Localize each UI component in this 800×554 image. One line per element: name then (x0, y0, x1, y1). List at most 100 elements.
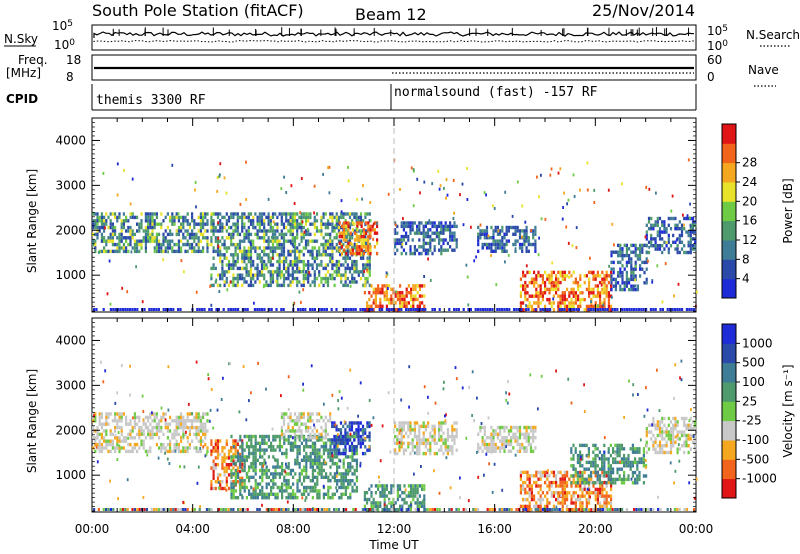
rti-cell (210, 222, 213, 226)
rti-cell (381, 494, 384, 498)
rti-cell (344, 438, 347, 442)
rti-cell (423, 497, 426, 502)
rti-cell (339, 421, 343, 425)
rti-cell (195, 242, 198, 247)
rti-cell (539, 474, 542, 478)
rti-cell (346, 239, 349, 243)
rti-cell (197, 215, 200, 220)
rti-cell (548, 277, 551, 281)
rti-cell (342, 479, 345, 483)
rti-cell (361, 431, 365, 435)
rti-cell (611, 308, 614, 311)
rti-cell (351, 479, 354, 483)
rti-cell (529, 449, 533, 453)
rti-cell (446, 438, 449, 442)
rti-cell (303, 455, 306, 459)
rti-cell (263, 458, 266, 462)
rti-cell (155, 236, 158, 240)
rti-cell (254, 212, 257, 216)
rti-cell (678, 308, 681, 311)
rti-cell (347, 165, 349, 169)
rti-cell (280, 259, 283, 264)
rti-cell (267, 256, 270, 260)
rti-cell (557, 494, 560, 498)
rti-cell (234, 472, 237, 476)
rti-cell (120, 225, 123, 230)
rti-cell (311, 448, 314, 452)
rti-cell (256, 219, 259, 223)
rti-cell (563, 484, 566, 488)
rti-cell (303, 485, 306, 490)
rti-cell (333, 492, 336, 496)
rti-cell (278, 273, 281, 277)
rti-cell (365, 245, 368, 249)
rti-cell (313, 239, 316, 243)
rti-cell (291, 225, 294, 230)
rti-cell (230, 475, 233, 479)
rti-cell (278, 256, 281, 260)
rti-cell (236, 253, 239, 257)
rti-cell (412, 491, 415, 495)
rti-cell (680, 247, 684, 251)
rti-cell (311, 280, 314, 284)
rti-cell (557, 308, 560, 312)
rti-cell (129, 419, 132, 423)
rti-cell (368, 270, 371, 274)
rti-cell (581, 297, 584, 302)
rti-cell (270, 479, 273, 483)
rti-cell (109, 236, 112, 240)
rti-cell (343, 238, 346, 242)
rti-cell (451, 238, 454, 242)
rti-cell (285, 270, 288, 274)
rti-cell (625, 277, 628, 282)
rti-cell (525, 246, 528, 250)
rti-cell (249, 273, 253, 277)
rti-cell (169, 442, 172, 447)
rti-cell (177, 229, 180, 233)
rti-cell (280, 308, 283, 311)
rti-cell (300, 236, 303, 240)
rti-cell (438, 431, 441, 435)
rti-cell (162, 219, 165, 223)
rti-cell (313, 425, 316, 430)
rti-cell (402, 234, 405, 239)
rti-cell (221, 242, 224, 247)
rti-cell (559, 294, 562, 298)
rti-cell (276, 472, 279, 476)
rti-cell (557, 484, 560, 488)
rti-cell (411, 238, 414, 242)
rti-cell (225, 280, 228, 284)
rti-cell (186, 425, 189, 430)
rti-cell (400, 421, 403, 425)
rti-cell (282, 280, 286, 284)
rti-cell (188, 432, 191, 437)
rti-cell (570, 297, 573, 302)
rti-cell (446, 241, 449, 246)
rti-cell (451, 448, 454, 452)
rti-cell (318, 249, 321, 254)
rti-cell (296, 232, 299, 237)
rti-cell (230, 225, 233, 230)
rti-cell (621, 287, 624, 292)
rti-cell (333, 438, 336, 442)
rti-cell (579, 494, 582, 498)
rti-cell (225, 466, 228, 470)
rti-cell (577, 308, 580, 311)
rti-cell (256, 270, 259, 274)
rti-cell (250, 462, 253, 466)
rti-cell (241, 276, 244, 281)
rti-cell (678, 220, 681, 224)
rti-cell (364, 445, 367, 449)
rti-cell (418, 228, 421, 232)
rti-cell (348, 445, 351, 449)
rti-cell (155, 429, 158, 433)
rti-cell (568, 270, 571, 275)
rti-cell (313, 184, 316, 188)
rti-cell (650, 244, 653, 248)
rti-cell (412, 304, 415, 308)
rti-cell (574, 504, 577, 509)
rti-cell (427, 441, 430, 446)
rti-cell (166, 436, 169, 440)
rti-cell (271, 236, 275, 240)
rti-cell (678, 233, 681, 238)
